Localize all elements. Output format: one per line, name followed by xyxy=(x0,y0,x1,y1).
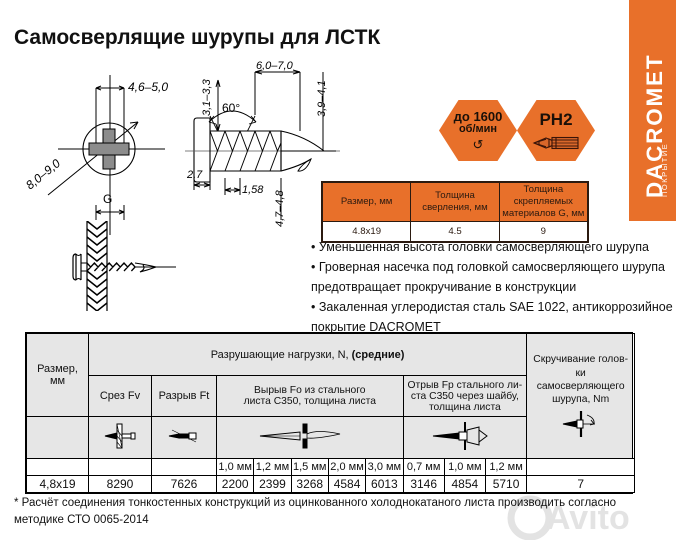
svg-text:4,6–5,0: 4,6–5,0 xyxy=(128,80,168,94)
svg-text:1,58: 1,58 xyxy=(242,184,264,196)
svg-text:6,0–7,0: 6,0–7,0 xyxy=(256,60,294,72)
svg-text:60°: 60° xyxy=(222,101,240,115)
svg-text:4,7–4,8: 4,7–4,8 xyxy=(274,189,286,227)
svg-text:2,7: 2,7 xyxy=(186,169,203,181)
svg-text:G: G xyxy=(103,192,112,206)
svg-text:3,1–3,3: 3,1–3,3 xyxy=(201,78,213,116)
svg-text:3,9–4,1: 3,9–4,1 xyxy=(316,80,328,117)
